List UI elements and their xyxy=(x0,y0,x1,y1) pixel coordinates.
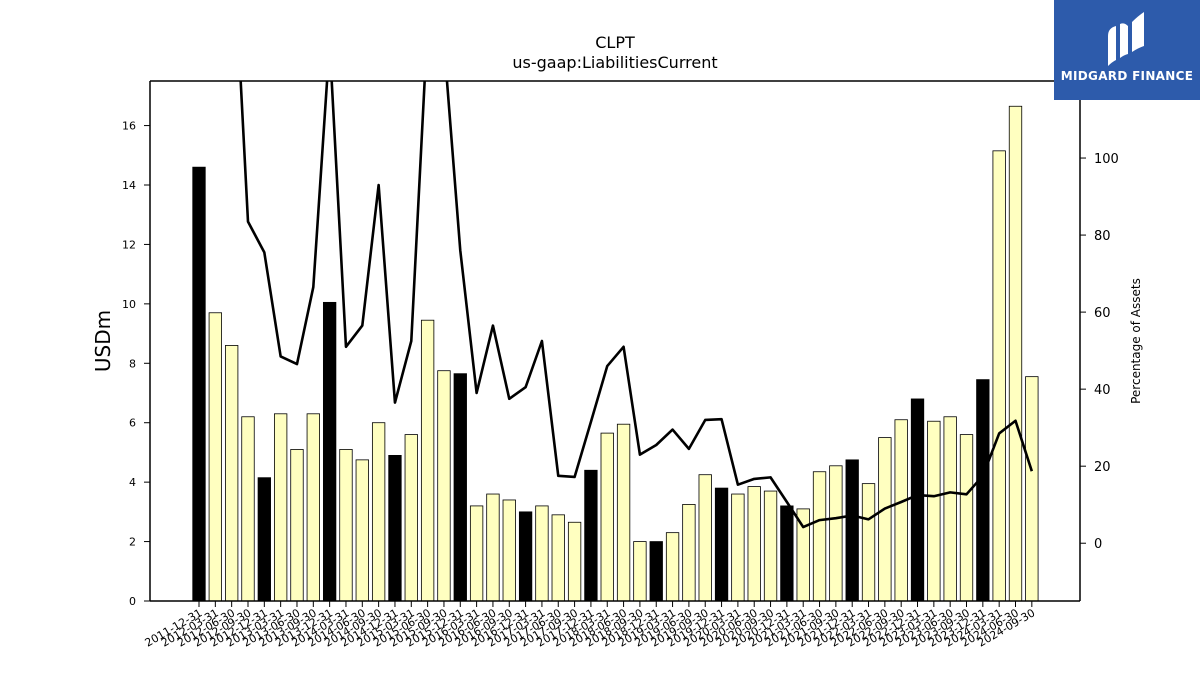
bar xyxy=(404,434,418,602)
logo-text: MIDGARD FINANCE xyxy=(1060,69,1194,83)
y-tick-label: 10 xyxy=(122,298,136,311)
bar xyxy=(976,379,990,602)
bar xyxy=(731,493,745,602)
bar xyxy=(829,465,843,602)
y-axis-label: USDm xyxy=(91,310,115,372)
brand-logo: MIDGARD FINANCE xyxy=(1054,0,1200,100)
y-tick-label: 4 xyxy=(129,476,136,489)
bar xyxy=(927,420,941,602)
bar xyxy=(420,319,435,602)
bar xyxy=(600,432,614,602)
bar xyxy=(535,505,549,602)
bar xyxy=(273,413,288,602)
y2-axis-label: Percentage of Assets xyxy=(1129,278,1143,404)
y-tick-label: 6 xyxy=(129,417,136,430)
bar xyxy=(992,150,1006,602)
y-tick-label: 8 xyxy=(129,357,136,370)
bar xyxy=(633,541,647,602)
bar xyxy=(665,532,680,602)
bar xyxy=(518,511,533,602)
bar xyxy=(567,521,582,602)
bar xyxy=(322,301,337,602)
bar xyxy=(943,416,957,602)
y2-tick-label: 20 xyxy=(1094,460,1111,475)
bar xyxy=(910,398,925,602)
bar xyxy=(241,416,255,602)
bar xyxy=(698,474,712,602)
y2-tick-label: 80 xyxy=(1094,229,1111,244)
y-tick-label: 0 xyxy=(129,595,136,608)
bar xyxy=(649,541,663,602)
bar xyxy=(551,514,565,602)
bar xyxy=(306,413,320,602)
bar xyxy=(584,469,598,602)
bar xyxy=(502,499,516,602)
bar xyxy=(355,459,369,602)
bar xyxy=(894,419,908,602)
bar xyxy=(339,449,353,602)
bar xyxy=(1008,105,1023,602)
bar xyxy=(845,459,859,602)
y-tick-label: 16 xyxy=(122,120,136,133)
bar xyxy=(469,505,484,602)
y2-tick-label: 40 xyxy=(1094,383,1111,398)
bar xyxy=(437,370,451,602)
bar xyxy=(780,505,794,602)
bar xyxy=(453,373,467,602)
bar xyxy=(714,487,729,602)
bar xyxy=(257,477,271,602)
y2-tick-label: 100 xyxy=(1094,152,1119,167)
bar xyxy=(371,422,386,602)
bar xyxy=(388,454,402,602)
bar xyxy=(290,449,304,602)
y2-tick-label: 0 xyxy=(1094,537,1102,552)
y-tick-label: 14 xyxy=(122,179,136,192)
chart-title: CLPT xyxy=(595,33,635,52)
chart-subtitle: us-gaap:LiabilitiesCurrent xyxy=(512,53,717,72)
y-tick-label: 2 xyxy=(129,536,136,549)
bar xyxy=(1025,376,1039,602)
logo-mark-icon xyxy=(1108,12,1144,66)
bar xyxy=(861,483,876,602)
bar xyxy=(682,504,696,602)
bar xyxy=(225,345,239,602)
y2-tick-label: 60 xyxy=(1094,306,1111,321)
bar xyxy=(616,423,631,602)
y-tick-label: 12 xyxy=(122,238,136,251)
bar xyxy=(208,312,222,602)
bar xyxy=(812,471,827,602)
series-line xyxy=(239,81,1034,529)
bar xyxy=(486,493,500,602)
bar xyxy=(192,166,206,602)
bar xyxy=(747,486,761,602)
bar xyxy=(763,490,778,602)
bar xyxy=(959,434,974,602)
bar xyxy=(878,437,892,602)
